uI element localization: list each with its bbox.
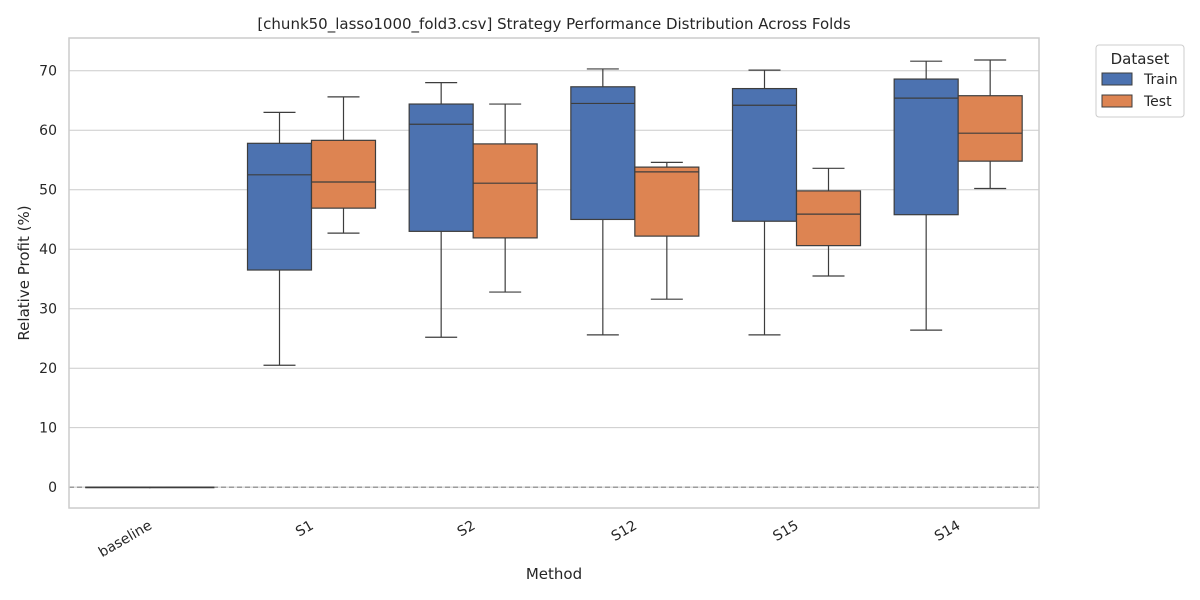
box-S12-train [570, 68, 636, 336]
x-tick-label: S12 [609, 518, 640, 545]
x-tick-label: S15 [770, 518, 801, 545]
box-S15-train [731, 69, 798, 336]
y-tick-label: 20 [39, 361, 57, 377]
box-S14-test [957, 59, 1023, 190]
box-S1-train [246, 111, 313, 366]
iqr-box [893, 78, 959, 216]
x-tick-label: S2 [455, 518, 478, 541]
y-tick-label: 70 [39, 64, 57, 80]
y-tick-label: 50 [39, 183, 57, 199]
x-tick-labels: baseline S1 S2 S12 S15 S14 [96, 518, 963, 561]
box-S12-test [634, 161, 700, 300]
y-tick-labels: 0 10 20 30 40 50 60 70 [39, 64, 57, 496]
grid-lines [69, 70, 1039, 488]
y-tick-label: 40 [39, 242, 57, 258]
legend-label-train: Train [1143, 72, 1178, 88]
legend-swatch-train [1101, 72, 1133, 86]
iqr-box [408, 103, 474, 232]
iqr-box [957, 95, 1023, 162]
x-tick-label: baseline [96, 518, 155, 561]
iqr-box [246, 142, 313, 271]
legend-swatch-test [1101, 94, 1133, 108]
legend-items: Train Test [1101, 72, 1178, 110]
box-baseline-test [149, 486, 215, 489]
iqr-box [472, 143, 538, 239]
box-S14-train [893, 60, 959, 331]
iqr-box [570, 86, 636, 221]
iqr-box [795, 190, 862, 247]
iqr-box [634, 166, 700, 237]
box-S2-test [472, 103, 538, 293]
x-tick-label: S14 [932, 518, 963, 545]
x-axis-label: Method [526, 565, 582, 583]
iqr-box [310, 139, 377, 209]
legend-label-test: Test [1143, 94, 1172, 110]
x-tick-label: S1 [293, 518, 316, 541]
y-tick-label: 60 [39, 123, 57, 139]
box-S15-test [795, 167, 862, 277]
box-S2-train [408, 82, 474, 338]
legend-title: Dataset [1111, 50, 1170, 68]
legend: Dataset Train Test [1095, 44, 1185, 118]
box-S1-test [310, 96, 377, 234]
box-plots [85, 59, 1023, 489]
y-tick-label: 0 [48, 480, 57, 496]
y-tick-label: 10 [39, 421, 57, 437]
plot-frame [68, 37, 1040, 509]
chart-title: [chunk50_lasso1000_fold3.csv] Strategy P… [257, 15, 851, 34]
box-baseline-train [85, 486, 151, 489]
y-tick-label: 30 [39, 302, 57, 318]
iqr-box [731, 87, 798, 222]
y-axis-label: Relative Profit (%) [15, 205, 33, 340]
